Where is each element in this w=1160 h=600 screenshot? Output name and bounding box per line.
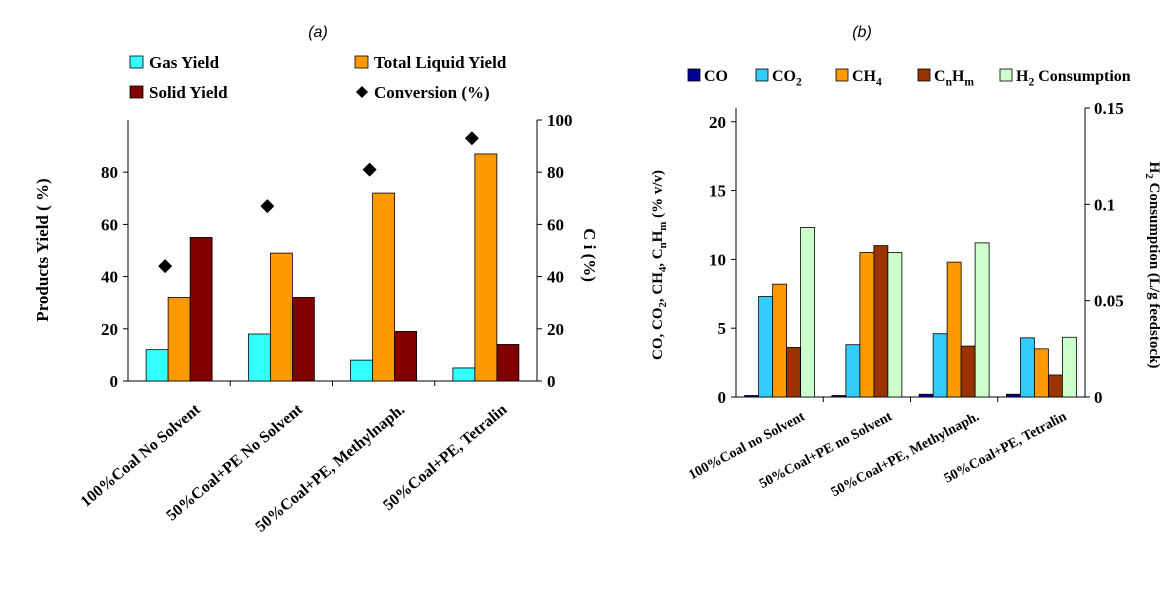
bar-gas-yield-3 <box>350 359 374 382</box>
panel-b-y-tick-label: 15 <box>709 182 726 201</box>
bar-co-3 <box>918 393 934 398</box>
bar-total-liquid-yield-3 <box>372 192 396 382</box>
bar-ch4-3 <box>946 261 962 398</box>
panel-b-y2-tick-label: 0.05 <box>1094 292 1124 311</box>
bar-ch4-4 <box>1033 348 1049 398</box>
panel-a-legend: Gas Yield Total Liquid Yield Solid Yield Co… <box>129 53 507 102</box>
panel-a-y2-tick-label: 40 <box>547 268 564 287</box>
bar-total-liquid-yield-1 <box>167 297 191 382</box>
marker-conversion-1 <box>158 259 173 274</box>
legend-swatch-solid-yield <box>129 85 144 99</box>
legend-label-co: CO <box>704 68 728 85</box>
legend-swatch-h2-consumption <box>999 68 1013 82</box>
bar-h2-consumption-2 <box>887 252 903 398</box>
bar-cnhm-4 <box>1047 374 1063 398</box>
panel-b-y2-axis-label: H2 Consumption (L/g feedstock) <box>1143 162 1160 369</box>
bar-solid-yield-1 <box>189 237 213 382</box>
panel-b-y2-tick-label: 0.1 <box>1094 195 1115 214</box>
panel-b-y-tick-label: 20 <box>709 113 726 132</box>
bar-co2-1 <box>758 296 774 398</box>
legend-label-conversion: Conversion (%) <box>374 83 490 102</box>
marker-conversion-2 <box>260 199 275 214</box>
legend-label-gas-yield: Gas Yield <box>149 53 220 72</box>
bar-cnhm-3 <box>960 345 976 398</box>
panel-a-y-tick-label: 60 <box>101 215 118 234</box>
bar-h2-consumption-1 <box>800 227 816 398</box>
panel-a-y2-tick-label: 60 <box>547 215 564 234</box>
legend-label-co2: CO2 <box>772 68 802 88</box>
bar-co2-2 <box>845 344 861 398</box>
marker-conversion-3 <box>362 162 377 177</box>
panel-a-y2-tick-label: 0 <box>547 372 556 391</box>
panel-b-y-tick-label: 5 <box>718 319 727 338</box>
bar-solid-yield-4 <box>496 344 520 382</box>
legend-label-cnhm: CnHm <box>934 68 974 88</box>
panel-a-y-tick-label: 80 <box>101 163 118 182</box>
bar-ch4-2 <box>859 252 875 398</box>
legend-marker-conversion <box>356 86 368 98</box>
marker-conversion-4 <box>464 131 479 146</box>
bar-ch4-1 <box>772 283 788 398</box>
bar-co2-4 <box>1019 337 1035 398</box>
panel-a-y2-tick-label: 20 <box>547 320 564 339</box>
panel-a-y2-tick-label: 100 <box>547 111 573 130</box>
panel-b-y2-tick-label: 0 <box>1094 388 1103 407</box>
panel-b-legend: CO CO2 CH4 CnHm H2 Consumption <box>687 68 1131 88</box>
panel-a-y-tick-label: 0 <box>110 372 119 391</box>
bar-gas-yield-1 <box>145 349 169 382</box>
legend-swatch-total-liquid-yield <box>354 55 369 69</box>
bar-gas-yield-4 <box>452 367 476 382</box>
panel-a-y2-tick-label: 80 <box>547 163 564 182</box>
bar-solid-yield-2 <box>291 297 315 382</box>
bar-total-liquid-yield-2 <box>269 252 293 382</box>
panel-b-y2-tick-label: 0.15 <box>1094 99 1124 118</box>
legend-swatch-co2 <box>755 68 769 82</box>
legend-swatch-ch4 <box>835 68 849 82</box>
panel-b-y-tick-label: 0 <box>718 388 727 407</box>
legend-label-solid-yield: Solid Yield <box>149 83 228 102</box>
bar-co-2 <box>831 395 847 398</box>
bar-h2-consumption-3 <box>974 242 990 398</box>
bar-co-1 <box>744 395 760 398</box>
legend-swatch-gas-yield <box>129 55 144 69</box>
bar-co2-3 <box>932 333 948 398</box>
legend-label-total-liquid-yield: Total Liquid Yield <box>374 53 507 72</box>
panel-b-category-label: 50%Coal+PE, Methylnaph. <box>829 409 982 500</box>
bar-cnhm-2 <box>873 245 889 398</box>
legend-swatch-cnhm <box>917 68 931 82</box>
panel-a: (a) Gas Yield Total Liquid Yield Solid Yie… <box>33 24 599 536</box>
panel-a-label: (a) <box>308 24 328 41</box>
bar-solid-yield-3 <box>394 331 418 382</box>
bar-gas-yield-2 <box>247 333 271 382</box>
bar-co-4 <box>1005 393 1021 398</box>
legend-label-ch4: CH4 <box>852 68 882 88</box>
bar-total-liquid-yield-4 <box>474 153 498 382</box>
panel-b-label: (b) <box>852 24 872 41</box>
bar-cnhm-1 <box>786 347 802 398</box>
panel-b: (b) CO CO2 CH4 CnHm H2 Consumption 0 5 10 15 20 0… <box>650 24 1160 500</box>
legend-swatch-co <box>687 68 701 82</box>
bar-h2-consumption-4 <box>1061 336 1077 398</box>
panel-a-y2-axis-label: C i (%) <box>580 228 599 282</box>
panel-a-y-axis-label: Products Yield ( %) <box>33 178 52 321</box>
panel-a-y-tick-label: 20 <box>101 320 118 339</box>
panel-b-y-axis-label: CO, CO2, CH4, CnHm (% v/v) <box>650 170 669 360</box>
panel-b-y-tick-label: 10 <box>709 250 726 269</box>
panel-a-y-tick-label: 40 <box>101 268 118 287</box>
legend-label-h2-consumption: H2 Consumption <box>1016 68 1131 88</box>
